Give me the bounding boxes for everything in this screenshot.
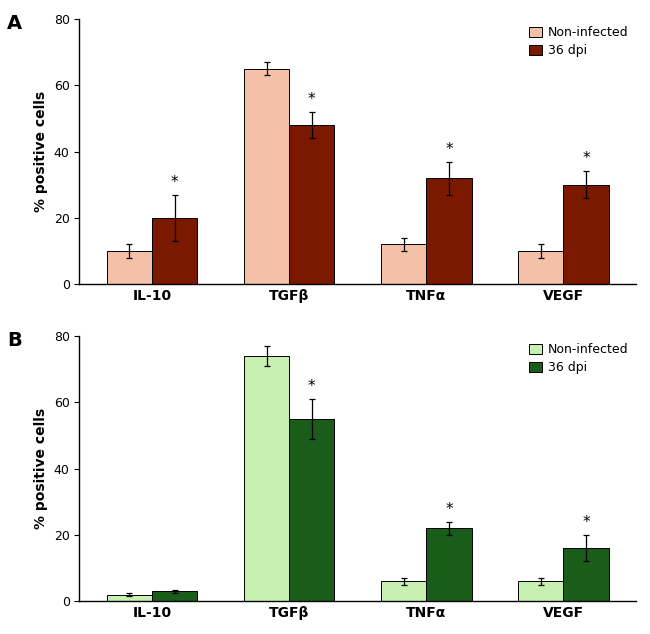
Text: *: * [445, 501, 453, 517]
Bar [381, 245, 426, 284]
Bar [107, 251, 152, 284]
Bar [244, 356, 289, 601]
Bar [564, 548, 608, 601]
Legend: Non-infected, 36 dpi: Non-infected, 36 dpi [525, 22, 634, 62]
Text: *: * [582, 152, 590, 167]
Bar [289, 125, 334, 284]
Legend: Non-infected, 36 dpi: Non-infected, 36 dpi [525, 339, 634, 379]
Bar [518, 581, 564, 601]
Bar [152, 592, 197, 601]
Y-axis label: % positive cells: % positive cells [34, 91, 48, 212]
Bar [244, 68, 289, 284]
Bar [518, 251, 564, 284]
Text: A: A [7, 13, 22, 32]
Bar [152, 218, 197, 284]
Bar [426, 528, 471, 601]
Text: *: * [582, 515, 590, 530]
Bar [381, 581, 426, 601]
Text: *: * [445, 141, 453, 157]
Bar [289, 419, 334, 601]
Text: *: * [308, 92, 315, 107]
Bar [564, 184, 608, 284]
Text: *: * [308, 379, 315, 394]
Text: B: B [7, 330, 21, 349]
Text: *: * [171, 175, 178, 190]
Bar [426, 178, 471, 284]
Y-axis label: % positive cells: % positive cells [34, 408, 48, 529]
Bar [107, 595, 152, 601]
